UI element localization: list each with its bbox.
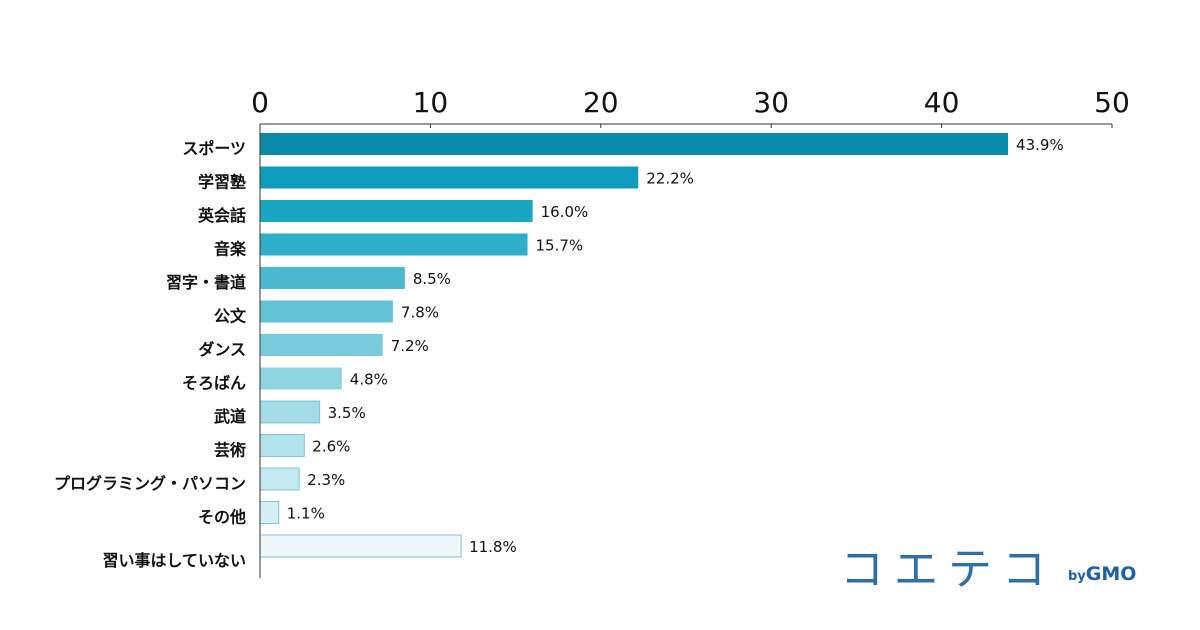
category-label: プログラミング・パソコン xyxy=(54,474,246,493)
bar xyxy=(260,133,1009,155)
category-label: 習い事はしていない xyxy=(102,551,246,570)
bar xyxy=(259,400,321,424)
category-label: 公文 xyxy=(214,307,247,326)
category-label: その他 xyxy=(198,508,246,527)
bars xyxy=(259,133,1009,558)
brand-name: コエテコ xyxy=(840,544,1056,595)
value-label: 3.5% xyxy=(328,404,366,422)
bar xyxy=(260,367,342,390)
value-label: 22.2% xyxy=(646,170,694,188)
x-tick-label: 0 xyxy=(251,86,269,119)
category-label: スポーツ xyxy=(182,139,246,158)
value-label: 16.0% xyxy=(541,203,589,221)
brand-by: byGMO xyxy=(1068,563,1136,592)
category-label: 習字・書道 xyxy=(166,273,246,292)
bar xyxy=(260,166,639,189)
x-tick-label: 10 xyxy=(413,86,449,119)
category-label: そろばん xyxy=(182,374,246,393)
x-tick-label: 40 xyxy=(924,86,960,119)
bar xyxy=(259,534,462,558)
bar xyxy=(260,334,383,356)
bar xyxy=(259,501,280,524)
category-label: 音楽 xyxy=(214,240,247,259)
value-label: 11.8% xyxy=(469,538,517,556)
brand-company: GMO xyxy=(1085,563,1137,585)
value-label: 2.3% xyxy=(307,471,345,489)
value-label: 2.6% xyxy=(312,438,350,456)
value-label: 15.7% xyxy=(536,237,584,255)
value-label: 7.8% xyxy=(401,304,439,322)
category-label: 武道 xyxy=(214,407,246,426)
bar xyxy=(260,200,533,222)
value-label: 8.5% xyxy=(413,270,451,288)
bar xyxy=(260,300,393,323)
category-label: 英会話 xyxy=(197,206,246,225)
bar xyxy=(260,233,528,256)
x-tick-label: 20 xyxy=(583,86,619,119)
value-label: 43.9% xyxy=(1016,136,1064,154)
bar xyxy=(260,267,405,289)
value-label: 1.1% xyxy=(287,505,325,523)
bar xyxy=(259,467,300,491)
value-labels: 43.9% 22.2% 16.0% 15.7% 8.5% 7.8% 7.2%4.8% 3.5%… xyxy=(287,136,1064,556)
category-label: 芸術 xyxy=(214,441,246,460)
x-tick-label: 50 xyxy=(1094,86,1130,119)
value-label: 7.2% xyxy=(391,337,429,355)
category-label: ダンス xyxy=(198,340,246,359)
category-labels: スポーツ学習塾英会話音楽習字・書道公文ダンスそろばん武道芸術プログラミング・パソ… xyxy=(54,139,247,570)
brand-by-text: by xyxy=(1068,569,1086,584)
value-label: 4.8% xyxy=(350,371,388,389)
category-label: 学習塾 xyxy=(198,173,246,192)
bar xyxy=(259,434,305,457)
x-axis-ticks: 0 10 20 30 40 50 xyxy=(251,86,1130,128)
brand-logo: コエテコ byGMO xyxy=(840,548,1136,592)
x-tick-label: 30 xyxy=(753,86,789,119)
